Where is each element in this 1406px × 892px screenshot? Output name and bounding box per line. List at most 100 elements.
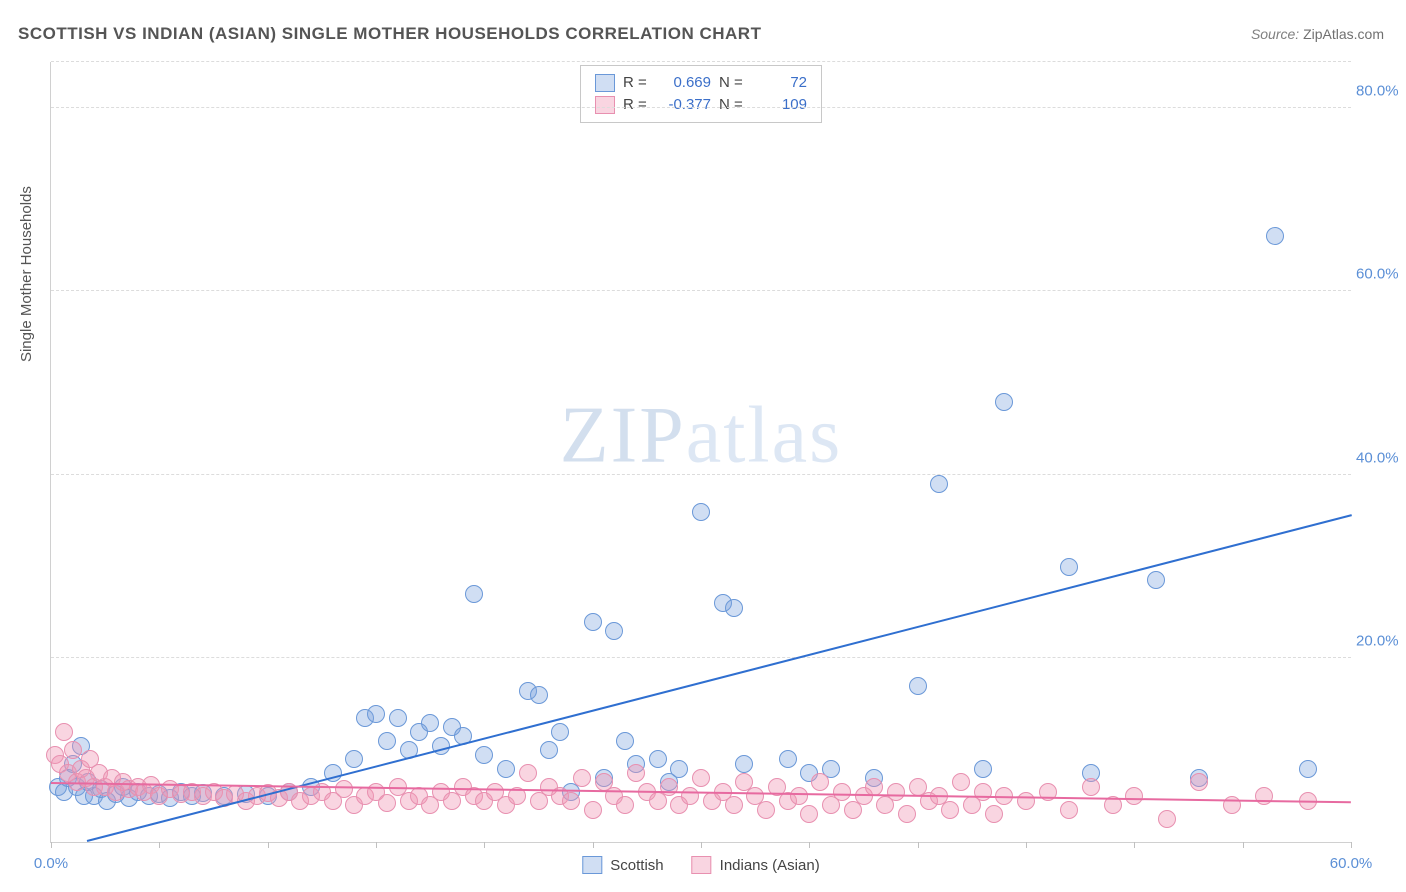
- n-value-scottish: 72: [755, 72, 807, 94]
- data-point: [540, 741, 558, 759]
- swatch-indians: [692, 856, 712, 874]
- data-point: [1158, 810, 1176, 828]
- r-label: R =: [623, 72, 651, 94]
- stats-row-scottish: R = 0.669 N = 72: [595, 72, 807, 94]
- data-point: [670, 760, 688, 778]
- data-point: [389, 709, 407, 727]
- data-point: [985, 805, 1003, 823]
- data-point: [530, 686, 548, 704]
- x-tick: [1134, 842, 1135, 848]
- data-point: [616, 796, 634, 814]
- x-tick: [1026, 842, 1027, 848]
- data-point: [1255, 787, 1273, 805]
- legend-label-indians: Indians (Asian): [720, 857, 820, 874]
- data-point: [519, 764, 537, 782]
- data-point: [584, 801, 602, 819]
- data-point: [649, 750, 667, 768]
- swatch-scottish: [595, 74, 615, 92]
- r-value-scottish: 0.669: [659, 72, 711, 94]
- data-point: [941, 801, 959, 819]
- data-point: [378, 732, 396, 750]
- data-point: [573, 769, 591, 787]
- gridline: [51, 107, 1351, 108]
- x-tick: [484, 842, 485, 848]
- data-point: [1060, 558, 1078, 576]
- swatch-scottish: [582, 856, 602, 874]
- data-point: [887, 783, 905, 801]
- source-label: Source:: [1251, 26, 1299, 42]
- legend-item-indians: Indians (Asian): [692, 856, 820, 874]
- data-point: [345, 750, 363, 768]
- x-tick: [376, 842, 377, 848]
- watermark-zip: ZIP: [560, 392, 686, 480]
- data-point: [725, 599, 743, 617]
- data-point: [952, 773, 970, 791]
- gridline: [51, 61, 1351, 62]
- source-value: ZipAtlas.com: [1303, 26, 1384, 42]
- y-axis-title: Single Mother Households: [18, 186, 35, 362]
- data-point: [584, 613, 602, 631]
- gridline: [51, 290, 1351, 291]
- x-tick: [268, 842, 269, 848]
- data-point: [811, 773, 829, 791]
- data-point: [605, 622, 623, 640]
- watermark-atlas: atlas: [686, 392, 843, 480]
- data-point: [800, 805, 818, 823]
- y-tick-label: 20.0%: [1356, 633, 1406, 650]
- data-point: [1299, 760, 1317, 778]
- data-point: [779, 750, 797, 768]
- data-point: [64, 741, 82, 759]
- data-point: [367, 705, 385, 723]
- legend-item-scottish: Scottish: [582, 856, 663, 874]
- data-point: [725, 796, 743, 814]
- watermark: ZIPatlas: [560, 391, 843, 482]
- data-point: [735, 755, 753, 773]
- data-point: [551, 723, 569, 741]
- gridline: [51, 474, 1351, 475]
- data-point: [681, 787, 699, 805]
- data-point: [1190, 773, 1208, 791]
- data-point: [995, 393, 1013, 411]
- x-tick: [918, 842, 919, 848]
- swatch-indians: [595, 96, 615, 114]
- n-value-indians: 109: [755, 94, 807, 116]
- y-tick-label: 80.0%: [1356, 82, 1406, 99]
- x-tick: [593, 842, 594, 848]
- data-point: [898, 805, 916, 823]
- data-point: [497, 760, 515, 778]
- chart-title: SCOTTISH VS INDIAN (ASIAN) SINGLE MOTHER…: [18, 24, 761, 44]
- y-tick-label: 60.0%: [1356, 266, 1406, 283]
- data-point: [421, 714, 439, 732]
- series-legend: Scottish Indians (Asian): [582, 856, 819, 874]
- x-tick: [159, 842, 160, 848]
- x-tick: [1351, 842, 1352, 848]
- data-point: [475, 746, 493, 764]
- x-tick: [809, 842, 810, 848]
- data-point: [616, 732, 634, 750]
- x-tick-label: 0.0%: [34, 855, 68, 872]
- x-tick: [701, 842, 702, 848]
- x-tick: [51, 842, 52, 848]
- data-point: [692, 503, 710, 521]
- data-point: [692, 769, 710, 787]
- data-point: [757, 801, 775, 819]
- legend-label-scottish: Scottish: [610, 857, 663, 874]
- data-point: [1147, 571, 1165, 589]
- stats-row-indians: R = -0.377 N = 109: [595, 94, 807, 116]
- chart-container: SCOTTISH VS INDIAN (ASIAN) SINGLE MOTHER…: [0, 0, 1406, 892]
- n-label: N =: [719, 72, 747, 94]
- data-point: [562, 792, 580, 810]
- data-point: [1266, 227, 1284, 245]
- r-label: R =: [623, 94, 651, 116]
- data-point: [465, 585, 483, 603]
- data-point: [930, 475, 948, 493]
- data-point: [335, 780, 353, 798]
- gridline: [51, 657, 1351, 658]
- data-point: [1082, 778, 1100, 796]
- x-tick-label: 60.0%: [1330, 855, 1373, 872]
- data-point: [1125, 787, 1143, 805]
- n-label: N =: [719, 94, 747, 116]
- data-point: [974, 760, 992, 778]
- x-tick: [1243, 842, 1244, 848]
- data-point: [1017, 792, 1035, 810]
